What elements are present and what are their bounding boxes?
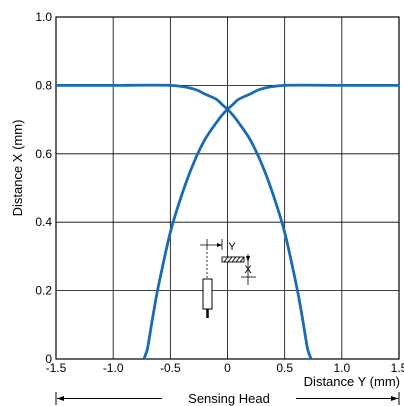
y-tick-label: 0.8 [35,78,52,92]
sensing-head-left-arrowhead [57,396,64,401]
inset-sensor-body [203,279,212,309]
grid [56,17,399,359]
inset-y-arrowhead [217,243,222,247]
x-tick-label: -0.5 [160,361,181,375]
inset-x-arrowhead [246,256,250,262]
y-tick-label: 0.6 [35,147,52,161]
x-axis: -1.5-1.0-0.500.51.01.5 [46,361,404,375]
x-axis-title: Distance Y (mm) [304,374,400,389]
sensing-head-indicator: Sensing Head [56,391,399,406]
x-tick-label: 0.5 [276,361,293,375]
sensing-head-label: Sensing Head [188,391,270,406]
x-tick-label: -1.0 [103,361,124,375]
inset-x-label: X [244,264,252,276]
x-tick-label: 1.5 [391,361,404,375]
y-tick-label: 0.4 [35,215,52,229]
x-tick-label: 1.0 [333,361,350,375]
y-tick-label: 1.0 [35,10,52,24]
y-tick-label: 0.2 [35,284,52,298]
sensor-inset-diagram: Y X [200,239,256,318]
inset-y-label: Y [228,241,236,253]
sensing-head-right-arrowhead [391,396,398,401]
y-axis-title: Distance X (mm) [10,120,25,217]
x-tick-label: 0 [224,361,231,375]
y-tick-label: 0 [45,352,52,366]
y-axis: 0 0.2 0.4 0.6 0.8 1.0 [35,10,52,366]
